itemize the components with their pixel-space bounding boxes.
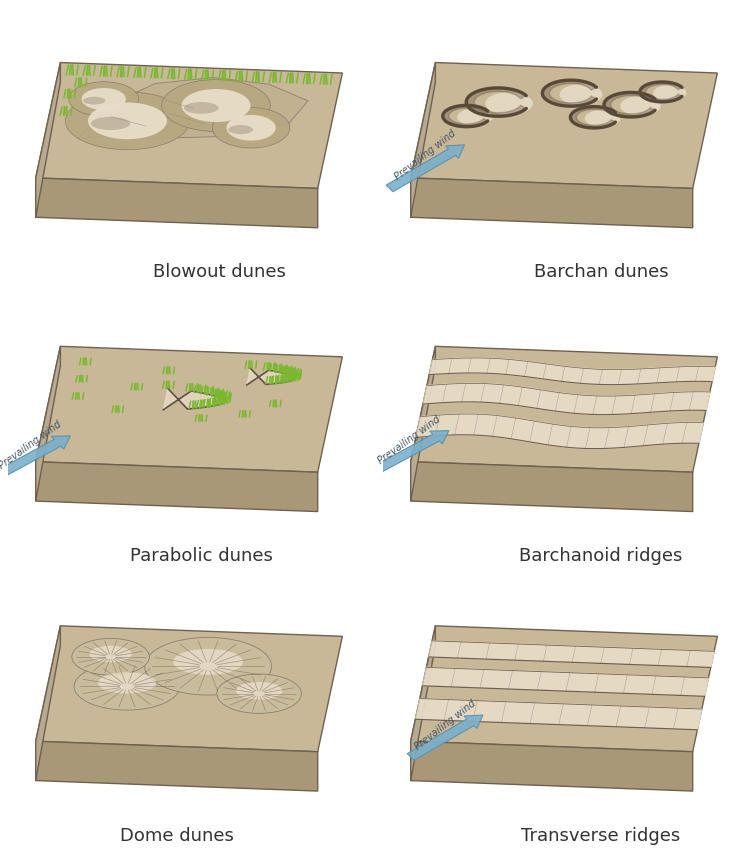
Ellipse shape [162, 80, 270, 132]
Polygon shape [36, 626, 60, 781]
Ellipse shape [89, 646, 132, 662]
Ellipse shape [653, 85, 686, 101]
Polygon shape [36, 178, 318, 228]
Text: Prevailing wind: Prevailing wind [376, 414, 442, 466]
FancyArrow shape [368, 431, 449, 476]
Ellipse shape [226, 115, 276, 141]
Polygon shape [640, 82, 682, 101]
Polygon shape [36, 347, 60, 501]
Text: Blowout dunes: Blowout dunes [152, 263, 286, 281]
Text: Transverse ridges: Transverse ridges [521, 826, 681, 845]
Text: Prevailing wind: Prevailing wind [413, 697, 478, 752]
Polygon shape [36, 741, 318, 791]
Polygon shape [429, 641, 714, 667]
Text: Barchan dunes: Barchan dunes [534, 263, 668, 281]
Polygon shape [604, 92, 655, 117]
Polygon shape [411, 347, 435, 501]
Polygon shape [411, 626, 435, 781]
Ellipse shape [212, 108, 290, 148]
Polygon shape [411, 63, 717, 188]
Ellipse shape [184, 102, 218, 114]
Polygon shape [36, 347, 342, 472]
Polygon shape [36, 63, 342, 188]
Ellipse shape [560, 84, 602, 105]
Polygon shape [36, 626, 342, 752]
Ellipse shape [91, 117, 130, 130]
Ellipse shape [620, 96, 661, 116]
Ellipse shape [83, 96, 105, 105]
Ellipse shape [98, 673, 156, 693]
Polygon shape [411, 462, 693, 512]
Polygon shape [411, 626, 717, 752]
Text: Prevailing wind: Prevailing wind [393, 128, 458, 182]
Polygon shape [542, 80, 596, 106]
Ellipse shape [72, 638, 149, 675]
Ellipse shape [457, 108, 493, 126]
Ellipse shape [82, 88, 126, 110]
Text: Prevailing wind: Prevailing wind [0, 420, 64, 471]
Polygon shape [416, 698, 702, 730]
Ellipse shape [173, 649, 243, 675]
Polygon shape [247, 368, 296, 385]
Polygon shape [416, 414, 704, 449]
Ellipse shape [145, 637, 272, 695]
FancyArrow shape [407, 715, 483, 760]
FancyArrow shape [0, 436, 70, 481]
Ellipse shape [65, 92, 190, 150]
FancyArrow shape [386, 144, 464, 192]
Polygon shape [411, 178, 693, 228]
Polygon shape [36, 63, 60, 218]
Polygon shape [466, 88, 526, 116]
Polygon shape [422, 667, 709, 697]
Ellipse shape [74, 663, 180, 710]
Text: Parabolic dunes: Parabolic dunes [130, 547, 273, 565]
Ellipse shape [182, 89, 250, 122]
Polygon shape [411, 347, 717, 472]
Polygon shape [442, 106, 488, 126]
Ellipse shape [217, 674, 302, 714]
Ellipse shape [585, 110, 620, 127]
Polygon shape [411, 741, 693, 791]
Ellipse shape [485, 92, 533, 115]
Polygon shape [411, 63, 435, 218]
Text: Dome dunes: Dome dunes [120, 826, 234, 845]
Polygon shape [164, 389, 225, 409]
Ellipse shape [236, 682, 282, 699]
Text: Barchanoid ridges: Barchanoid ridges [519, 547, 682, 565]
Polygon shape [423, 384, 710, 415]
Polygon shape [429, 358, 716, 384]
Polygon shape [36, 462, 318, 512]
Ellipse shape [88, 102, 167, 139]
Polygon shape [78, 77, 308, 138]
Polygon shape [571, 107, 616, 128]
Ellipse shape [228, 125, 253, 134]
Ellipse shape [69, 82, 139, 116]
